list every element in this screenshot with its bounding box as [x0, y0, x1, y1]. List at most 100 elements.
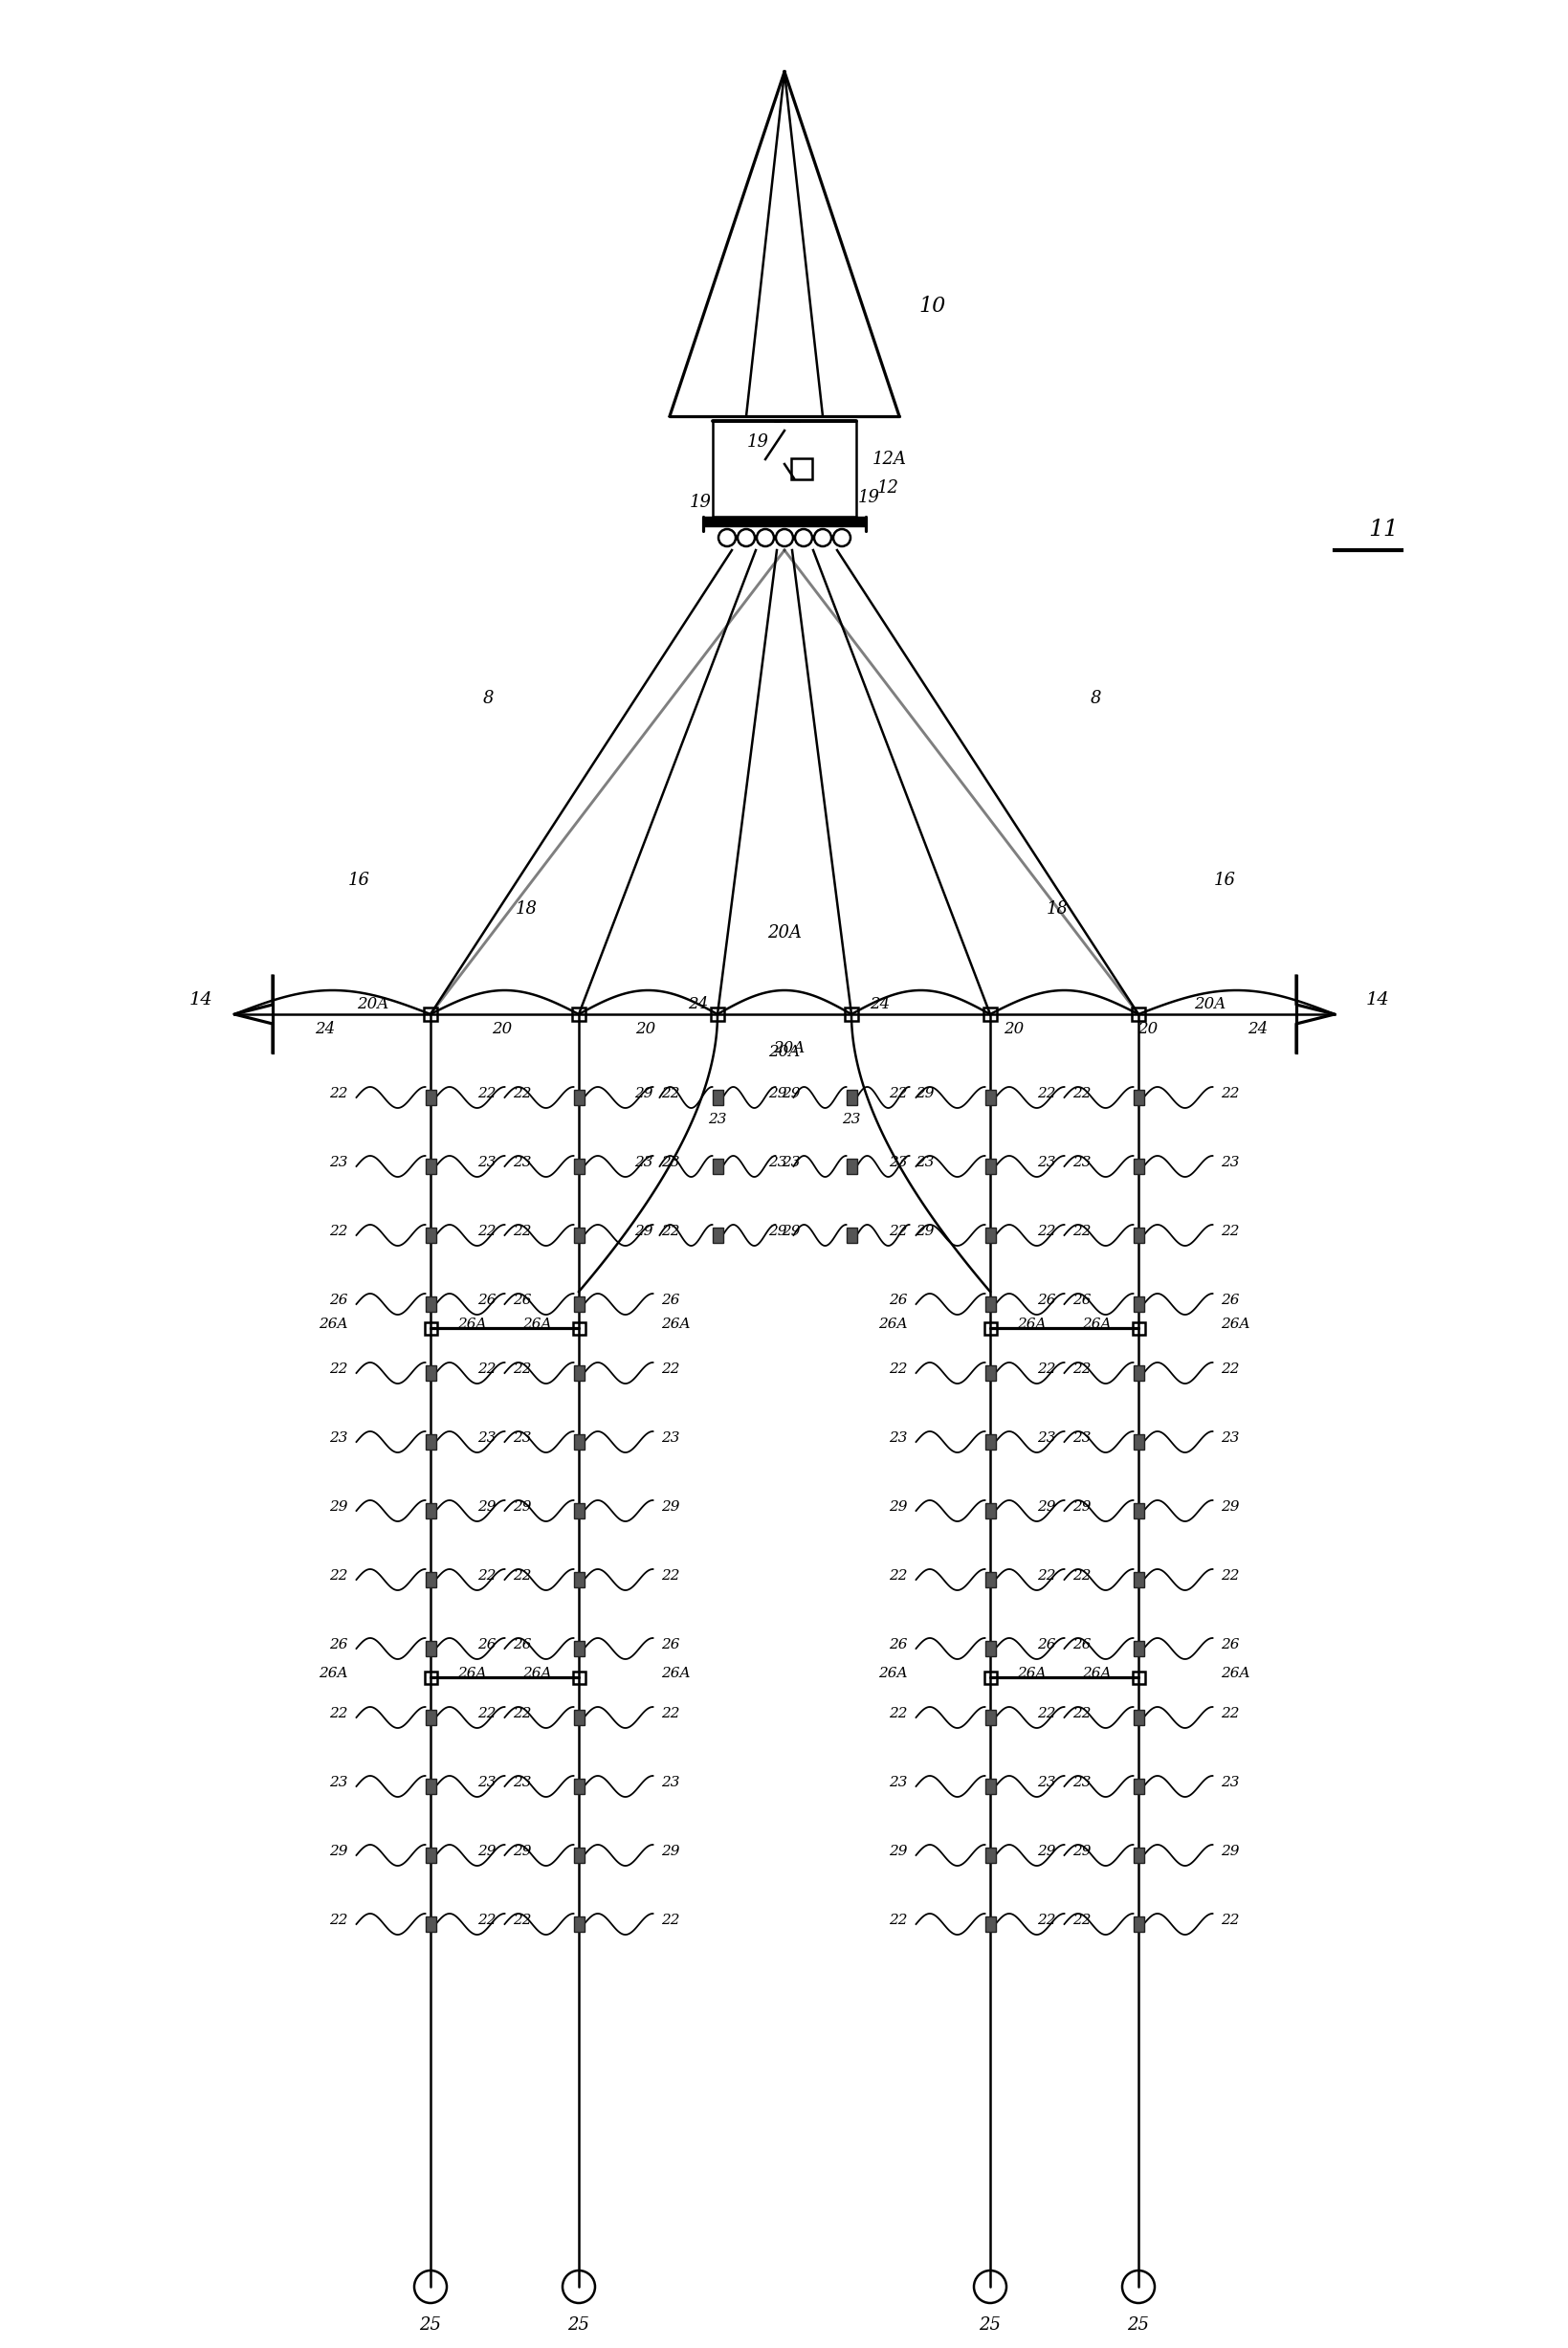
Bar: [574, 1296, 583, 1313]
Text: 26A: 26A: [458, 1667, 486, 1681]
Bar: [985, 1916, 996, 1932]
Text: 22: 22: [513, 1568, 532, 1583]
Text: 22: 22: [1221, 1226, 1239, 1237]
Bar: [425, 1503, 436, 1519]
Bar: [1134, 1228, 1143, 1242]
Bar: [792, 458, 812, 479]
Text: 23: 23: [889, 1432, 908, 1444]
Text: 26A: 26A: [522, 1667, 552, 1681]
Bar: [985, 1364, 996, 1381]
Text: 23: 23: [1073, 1155, 1091, 1169]
Text: 14: 14: [190, 991, 213, 1010]
Text: 23: 23: [635, 1155, 654, 1169]
Text: 26A: 26A: [662, 1317, 690, 1331]
Text: 22: 22: [329, 1568, 348, 1583]
Bar: [847, 1158, 856, 1174]
Text: 22: 22: [513, 1362, 532, 1376]
Text: 25: 25: [1127, 2317, 1149, 2334]
Bar: [574, 1228, 583, 1242]
Text: 23: 23: [889, 1775, 908, 1789]
Text: 29: 29: [478, 1500, 497, 1514]
Text: 22: 22: [1038, 1707, 1057, 1721]
Bar: [985, 1322, 996, 1334]
Text: 19: 19: [746, 434, 768, 451]
Text: 23: 23: [781, 1155, 800, 1169]
Text: 26A: 26A: [1082, 1317, 1112, 1331]
Bar: [712, 1228, 723, 1242]
Text: 26: 26: [329, 1294, 348, 1308]
Text: 26: 26: [329, 1639, 348, 1651]
Text: 29: 29: [889, 1846, 908, 1857]
Bar: [712, 1089, 723, 1106]
Text: 26A: 26A: [318, 1317, 348, 1331]
Text: 22: 22: [478, 1707, 497, 1721]
Text: 20A: 20A: [1195, 996, 1226, 1012]
Text: 23: 23: [1221, 1155, 1239, 1169]
Bar: [574, 1435, 583, 1449]
Text: 8: 8: [483, 690, 494, 707]
Bar: [425, 1228, 436, 1242]
Bar: [574, 1641, 583, 1655]
Text: 26: 26: [513, 1294, 532, 1308]
Text: 22: 22: [1221, 1914, 1239, 1928]
Text: 20: 20: [492, 1021, 513, 1038]
Bar: [1132, 1322, 1145, 1334]
Text: 22: 22: [1073, 1568, 1091, 1583]
Text: 22: 22: [889, 1914, 908, 1928]
Bar: [1134, 1435, 1143, 1449]
Text: 22: 22: [513, 1914, 532, 1928]
Text: 22: 22: [478, 1226, 497, 1237]
Text: 23: 23: [478, 1155, 497, 1169]
Text: 26A: 26A: [1082, 1667, 1112, 1681]
Bar: [847, 1228, 856, 1242]
Bar: [1132, 1672, 1145, 1684]
Bar: [1134, 1158, 1143, 1174]
Text: 29: 29: [662, 1500, 679, 1514]
Text: 26: 26: [1038, 1294, 1057, 1308]
Text: 29: 29: [1221, 1846, 1239, 1857]
Text: 22: 22: [1038, 1226, 1057, 1237]
Bar: [425, 1364, 436, 1381]
Bar: [425, 1709, 436, 1726]
Bar: [574, 1709, 583, 1726]
Text: 23: 23: [329, 1155, 348, 1169]
Text: 23: 23: [916, 1155, 935, 1169]
Text: 26: 26: [1038, 1639, 1057, 1651]
Text: 22: 22: [1221, 1568, 1239, 1583]
Text: 22: 22: [513, 1087, 532, 1101]
Bar: [574, 1158, 583, 1174]
Bar: [1134, 1296, 1143, 1313]
Text: 25: 25: [420, 2317, 442, 2334]
Text: 18: 18: [1046, 899, 1068, 918]
Text: 8: 8: [1090, 690, 1101, 707]
Bar: [574, 1848, 583, 1862]
Text: 20: 20: [1004, 1021, 1024, 1038]
Bar: [983, 1007, 997, 1021]
Bar: [572, 1007, 585, 1021]
Bar: [572, 1672, 585, 1684]
Text: 29: 29: [1038, 1500, 1057, 1514]
Text: 29: 29: [1221, 1500, 1239, 1514]
Text: 25: 25: [568, 2317, 590, 2334]
Text: 22: 22: [889, 1087, 908, 1101]
Bar: [1134, 1364, 1143, 1381]
Text: 23: 23: [478, 1432, 497, 1444]
Text: 23: 23: [1221, 1432, 1239, 1444]
Bar: [425, 1780, 436, 1794]
Text: 23: 23: [329, 1432, 348, 1444]
Bar: [712, 1158, 723, 1174]
Text: 20A: 20A: [358, 996, 389, 1012]
Bar: [1134, 1916, 1143, 1932]
Text: 23: 23: [1221, 1775, 1239, 1789]
Text: 11: 11: [1367, 519, 1399, 540]
Bar: [985, 1503, 996, 1519]
Text: 22: 22: [1038, 1087, 1057, 1101]
Text: 12: 12: [877, 479, 898, 495]
Text: 23: 23: [329, 1775, 348, 1789]
Text: 29: 29: [1073, 1500, 1091, 1514]
Bar: [425, 1296, 436, 1313]
Text: 22: 22: [889, 1707, 908, 1721]
Bar: [1134, 1848, 1143, 1862]
Text: 19: 19: [858, 488, 880, 507]
Bar: [847, 1089, 856, 1106]
